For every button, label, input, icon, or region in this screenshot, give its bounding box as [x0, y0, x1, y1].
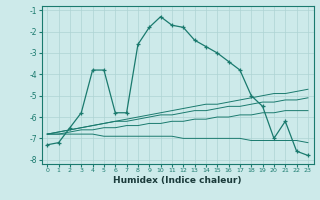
- X-axis label: Humidex (Indice chaleur): Humidex (Indice chaleur): [113, 176, 242, 185]
